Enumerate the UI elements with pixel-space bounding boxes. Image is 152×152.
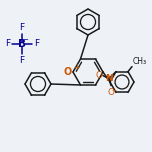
Text: O: O (95, 71, 102, 80)
Text: +: + (73, 64, 80, 73)
Text: −: − (22, 36, 28, 43)
Text: O: O (64, 67, 72, 77)
Text: B: B (18, 39, 26, 49)
Text: F: F (5, 40, 10, 48)
Text: +: + (109, 73, 114, 78)
Text: N: N (105, 74, 113, 83)
Text: CH₃: CH₃ (133, 57, 147, 66)
Text: O: O (107, 88, 114, 97)
Text: F: F (19, 23, 25, 32)
Text: −: − (111, 87, 117, 92)
Text: F: F (19, 56, 25, 65)
Text: F: F (34, 40, 39, 48)
